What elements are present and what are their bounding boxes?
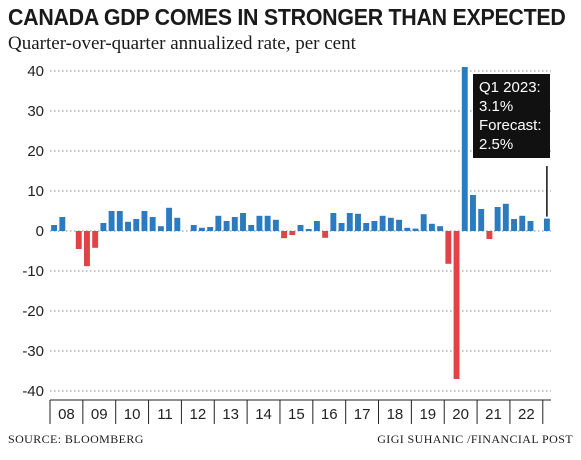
bar-2014-q4 (272, 219, 279, 231)
y-axis-ticks: 40 30 20 10 0 -10 -20 -30 -40 (22, 63, 44, 400)
chart-title: CANADA GDP COMES IN STRONGER THAN EXPECT… (8, 4, 566, 30)
x-tick-label: 12 (189, 406, 206, 423)
callout-line-3: Forecast: (479, 117, 542, 134)
bar-2011-q2 (157, 226, 164, 231)
bar-2019-q2 (420, 214, 427, 231)
bar-2015-q3 (297, 225, 304, 231)
bar-2021-q2 (486, 231, 493, 239)
bar-2013-q4 (240, 213, 246, 231)
bar-2013-q2 (223, 221, 230, 231)
x-tick-label: 17 (354, 406, 371, 423)
y-tick-label: 20 (27, 143, 44, 160)
bar-2017-q3 (363, 223, 370, 231)
callout-line-4: 2.5% (479, 136, 514, 153)
bar-2009-q1 (84, 231, 90, 267)
x-tick-label: 22 (518, 406, 535, 423)
bar-2010-q3 (133, 219, 140, 231)
bar-2011-q4 (174, 217, 181, 231)
bar-2020-q1 (445, 231, 452, 264)
bar-2018-q4 (404, 227, 411, 231)
bar-2008-q1 (51, 225, 58, 231)
bar-2009-q3 (100, 223, 107, 231)
chart-subtitle: Quarter-over-quarter annualized rate, pe… (8, 33, 356, 54)
x-tick-label: 21 (485, 406, 502, 423)
bar-2018-q3 (396, 219, 403, 231)
bar-2010-q2 (125, 221, 131, 231)
bar-2012-q3 (198, 227, 205, 231)
y-tick-label: 10 (27, 183, 44, 200)
bar-2016-q3 (330, 213, 337, 231)
bar-2022-q2 (519, 215, 526, 231)
bar-2008-q4 (75, 231, 82, 249)
bar-2020-q3 (461, 67, 468, 231)
bar-2012-q2 (190, 225, 197, 231)
bar-2010-q1 (116, 211, 123, 231)
bar-2018-q2 (387, 217, 394, 231)
x-tick-label: 09 (91, 406, 108, 423)
bar-2016-q2 (322, 231, 329, 238)
bar-2009-q4 (108, 211, 115, 231)
x-tick-label: 14 (255, 406, 272, 423)
bar-2019-q3 (428, 223, 435, 231)
bar-2022-q1 (511, 219, 517, 231)
bar-2021-q1 (478, 209, 485, 231)
bar-2014-q1 (248, 225, 255, 231)
x-tick-label: 08 (58, 406, 75, 423)
bar-2012-q4 (207, 227, 214, 231)
bar-2014-q2 (256, 215, 263, 231)
bar-2022-q3 (527, 221, 534, 231)
bar-2009-q2 (92, 231, 99, 248)
x-axis: 08 09 10 11 12 13 14 15 16 17 18 19 20 21 22 (49, 399, 551, 424)
bar-2016-q1 (313, 221, 320, 231)
x-tick-label: 19 (419, 406, 436, 423)
q1-2023-callout: Q1 2023: 3.1% Forecast: 2.5% (473, 74, 550, 158)
bar-2023-q1 (543, 218, 550, 231)
callout-line-1: Q1 2023: (479, 79, 541, 96)
x-tick-label: 13 (222, 406, 239, 423)
bar-2017-q2 (355, 213, 361, 231)
bar-2020-q4 (470, 195, 476, 231)
bar-2019-q4 (437, 226, 444, 231)
x-tick-label: 10 (124, 406, 141, 423)
y-tick-label: -40 (22, 383, 44, 400)
bar-2008-q2 (59, 217, 66, 231)
x-tick-label: 11 (157, 406, 173, 423)
x-tick-label: 16 (321, 406, 338, 423)
bar-2015-q4 (305, 229, 312, 231)
bar-2015-q2 (289, 231, 296, 235)
y-tick-label: 40 (27, 63, 44, 80)
bar-2019-q1 (412, 228, 419, 231)
x-tick-label: 15 (288, 406, 305, 423)
callout-line-2: 3.1% (479, 98, 514, 115)
bar-2020-q2 (453, 231, 460, 379)
y-tick-label: 0 (36, 223, 44, 240)
bar-2017-q4 (371, 221, 378, 231)
source-note: SOURCE: BLOOMBERG (8, 432, 144, 446)
bar-2021-q3 (494, 207, 501, 231)
bar-2017-q1 (346, 213, 353, 231)
y-tick-label: -20 (22, 303, 44, 320)
bar-2018-q1 (379, 215, 386, 231)
bar-2015-q1 (281, 231, 288, 239)
bar-2011-q3 (166, 207, 173, 231)
bar-2011-q1 (149, 217, 156, 231)
bar-2013-q1 (215, 215, 222, 231)
y-tick-label: -10 (22, 263, 44, 280)
bar-2016-q4 (338, 223, 345, 231)
y-tick-label: 30 (27, 103, 44, 120)
bar-2021-q4 (502, 203, 509, 231)
bar-2013-q3 (231, 217, 238, 231)
bar-2010-q4 (141, 211, 148, 231)
x-tick-label: 20 (452, 406, 469, 423)
y-tick-label: -30 (22, 343, 44, 360)
credit-note: GIGI SUHANIC /FINANCIAL POST (377, 432, 573, 446)
bar-2014-q3 (264, 215, 271, 231)
bar-series (51, 67, 550, 379)
x-tick-label: 18 (387, 406, 404, 423)
